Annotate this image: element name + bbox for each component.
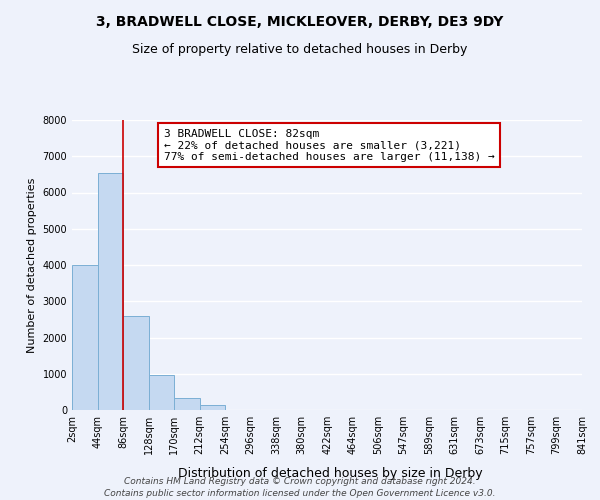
Text: 3 BRADWELL CLOSE: 82sqm
← 22% of detached houses are smaller (3,221)
77% of semi: 3 BRADWELL CLOSE: 82sqm ← 22% of detache… (164, 128, 494, 162)
Text: Distribution of detached houses by size in Derby: Distribution of detached houses by size … (178, 467, 482, 480)
Text: Size of property relative to detached houses in Derby: Size of property relative to detached ho… (133, 42, 467, 56)
Bar (98, 172, 123, 410)
Bar (200, 406, 225, 410)
Bar (174, 398, 200, 410)
Bar (149, 375, 174, 410)
Text: 3, BRADWELL CLOSE, MICKLEOVER, DERBY, DE3 9DY: 3, BRADWELL CLOSE, MICKLEOVER, DERBY, DE… (97, 15, 503, 29)
Bar (72, 265, 98, 410)
Text: Contains HM Land Registry data © Crown copyright and database right 2024.
Contai: Contains HM Land Registry data © Crown c… (104, 476, 496, 498)
Y-axis label: Number of detached properties: Number of detached properties (27, 178, 37, 352)
Bar (123, 316, 149, 410)
